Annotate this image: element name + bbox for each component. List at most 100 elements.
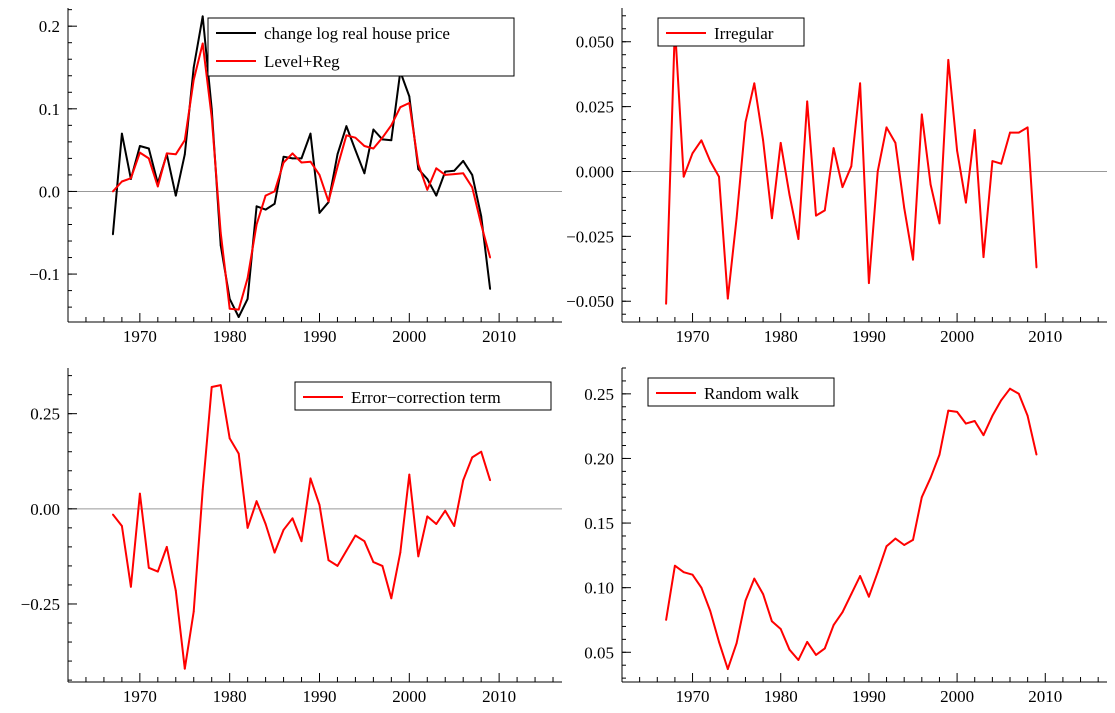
data-point	[982, 256, 985, 259]
series-line-1	[112, 384, 492, 670]
data-point	[399, 106, 402, 109]
data-point	[372, 128, 375, 131]
data-point	[947, 59, 950, 61]
data-point	[1009, 131, 1011, 134]
data-point	[174, 589, 177, 592]
data-point	[462, 479, 465, 482]
x-tick-label: 2000	[392, 327, 426, 346]
data-point	[982, 434, 985, 437]
data-point	[700, 586, 703, 589]
data-point	[771, 620, 773, 623]
data-point	[956, 149, 958, 152]
y-tick-label: 0.2	[39, 17, 60, 36]
data-point	[201, 42, 204, 45]
data-point	[129, 177, 132, 180]
chart-panel-4: 1970 1980 1990 2000 2010 0.05 0.10 0.15 0.20 0.25…	[584, 367, 1107, 706]
series-line-1	[665, 387, 1038, 671]
data-point	[471, 456, 474, 459]
legend-label: change log real house price	[264, 24, 450, 43]
data-point	[426, 188, 429, 191]
data-point	[192, 610, 195, 613]
x-tick-label: 2010	[482, 687, 516, 706]
data-point	[965, 201, 967, 204]
data-point	[1026, 126, 1029, 129]
data-point	[246, 526, 249, 529]
data-point	[345, 125, 348, 128]
data-point	[841, 611, 844, 614]
data-point	[156, 570, 159, 573]
data-point	[850, 165, 853, 168]
data-point	[165, 152, 168, 155]
y-tick-label: 0.25	[584, 385, 614, 404]
y-tick-label: 0.10	[584, 579, 614, 598]
data-point	[112, 513, 114, 516]
data-point	[327, 559, 330, 562]
data-point	[174, 194, 177, 197]
data-point	[973, 420, 976, 422]
chart-panel-3: 1970 1980 1990 2000 2010 −0.25 0.00 0.25 Error−c…	[21, 368, 562, 706]
x-tick-label: 2010	[1028, 327, 1062, 346]
x-tick-label: 2010	[482, 327, 516, 346]
data-point	[779, 142, 782, 144]
data-point	[417, 555, 420, 558]
data-point	[718, 641, 720, 643]
data-point	[372, 561, 375, 564]
data-point	[691, 152, 694, 155]
data-point	[444, 509, 447, 512]
data-point	[876, 170, 879, 173]
data-point	[1026, 414, 1029, 417]
data-point	[894, 142, 897, 144]
data-point	[471, 174, 474, 176]
x-tick-label: 1990	[852, 687, 886, 706]
data-point	[147, 147, 150, 150]
data-point	[480, 215, 483, 218]
data-point	[726, 668, 729, 670]
data-point	[753, 577, 756, 580]
data-point	[246, 297, 249, 300]
data-point	[228, 437, 231, 440]
data-point	[219, 384, 222, 387]
data-point	[309, 160, 312, 163]
x-tick-label: 2000	[392, 687, 426, 706]
x-tick-label: 1990	[302, 687, 336, 706]
data-point	[273, 190, 276, 193]
y-tick-label: 0.00	[30, 500, 60, 519]
data-point	[762, 139, 764, 142]
data-point	[480, 450, 483, 453]
data-point	[938, 222, 941, 225]
data-point	[345, 549, 348, 552]
data-point	[771, 217, 773, 220]
data-point	[453, 173, 456, 175]
data-point	[408, 95, 411, 98]
data-point	[120, 180, 123, 183]
data-point	[336, 565, 339, 567]
x-tick-label: 1980	[213, 327, 247, 346]
data-point	[1009, 387, 1011, 390]
legend-box	[207, 17, 515, 77]
data-point	[1017, 392, 1020, 395]
data-point	[417, 168, 420, 171]
y-tick-label: 0.1	[39, 100, 60, 119]
data-point	[147, 157, 150, 160]
series-line-2	[112, 42, 492, 311]
data-point	[444, 170, 447, 173]
y-tick-label: −0.1	[29, 265, 60, 284]
data-point	[237, 308, 240, 311]
data-point	[815, 653, 817, 656]
data-point	[965, 422, 967, 425]
legend-label: Random walk	[704, 384, 799, 403]
data-point	[753, 82, 756, 85]
data-point	[903, 544, 906, 546]
data-point	[372, 147, 375, 150]
data-point	[815, 214, 817, 217]
data-point	[700, 139, 703, 142]
data-point	[1000, 399, 1003, 402]
data-point	[309, 132, 312, 135]
data-point	[237, 452, 240, 455]
data-point	[336, 165, 339, 168]
data-point	[788, 648, 791, 651]
data-point	[709, 610, 712, 612]
y-tick-label: 0.15	[584, 514, 614, 533]
y-tick-label: −0.025	[566, 227, 614, 246]
